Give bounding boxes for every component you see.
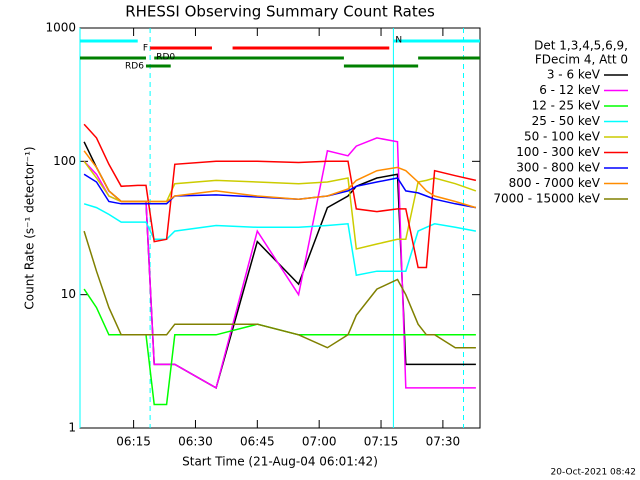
y-tick-label: 100 bbox=[53, 154, 76, 168]
x-tick-label: 06:30 bbox=[178, 435, 213, 449]
series-line bbox=[83, 150, 477, 209]
y-tick-label: 1 bbox=[68, 421, 76, 435]
x-tick-label: 06:45 bbox=[240, 435, 275, 449]
x-tick-label: 06:15 bbox=[116, 435, 151, 449]
legend-title: Det 1,3,4,5,6,9, bbox=[534, 39, 628, 53]
legend-label: 7000 - 15000 keV bbox=[493, 192, 600, 206]
x-axis-label: Start Time (21-Aug-04 06:01:42) bbox=[182, 455, 378, 469]
series-line bbox=[83, 230, 476, 349]
legend-label: 300 - 800 keV bbox=[516, 161, 600, 175]
legend-label: 50 - 100 keV bbox=[524, 130, 601, 144]
legend-label: 100 - 300 keV bbox=[516, 145, 600, 159]
legend-label: 800 - 7000 keV bbox=[509, 176, 601, 190]
y-tick-label: 1000 bbox=[45, 21, 76, 35]
chart-title: RHESSI Observing Summary Count Rates bbox=[125, 3, 435, 21]
legend-label: 6 - 12 keV bbox=[539, 83, 601, 97]
legend-label: 3 - 6 keV bbox=[547, 68, 601, 82]
x-tick-label: 07:00 bbox=[302, 435, 337, 449]
x-tick-label: 07:15 bbox=[364, 435, 399, 449]
flag-label: N bbox=[395, 36, 402, 46]
x-tick-label: 07:30 bbox=[426, 435, 461, 449]
footer: 20-Oct-2021 08:42 bbox=[551, 468, 636, 478]
flag-label: RD0 bbox=[156, 53, 175, 63]
legend-label: 25 - 50 keV bbox=[532, 114, 601, 128]
y-axis-label: Count Rate (s⁻¹ detector⁻¹) bbox=[23, 146, 37, 309]
y-tick-label: 10 bbox=[61, 287, 76, 301]
legend-title: FDecim 4, Att 0 bbox=[535, 53, 628, 67]
series-line bbox=[83, 203, 477, 277]
flag-label: RD6 bbox=[125, 62, 144, 72]
flag-label: F bbox=[143, 44, 148, 54]
series-line bbox=[83, 123, 477, 269]
legend-label: 12 - 25 keV bbox=[532, 99, 601, 113]
